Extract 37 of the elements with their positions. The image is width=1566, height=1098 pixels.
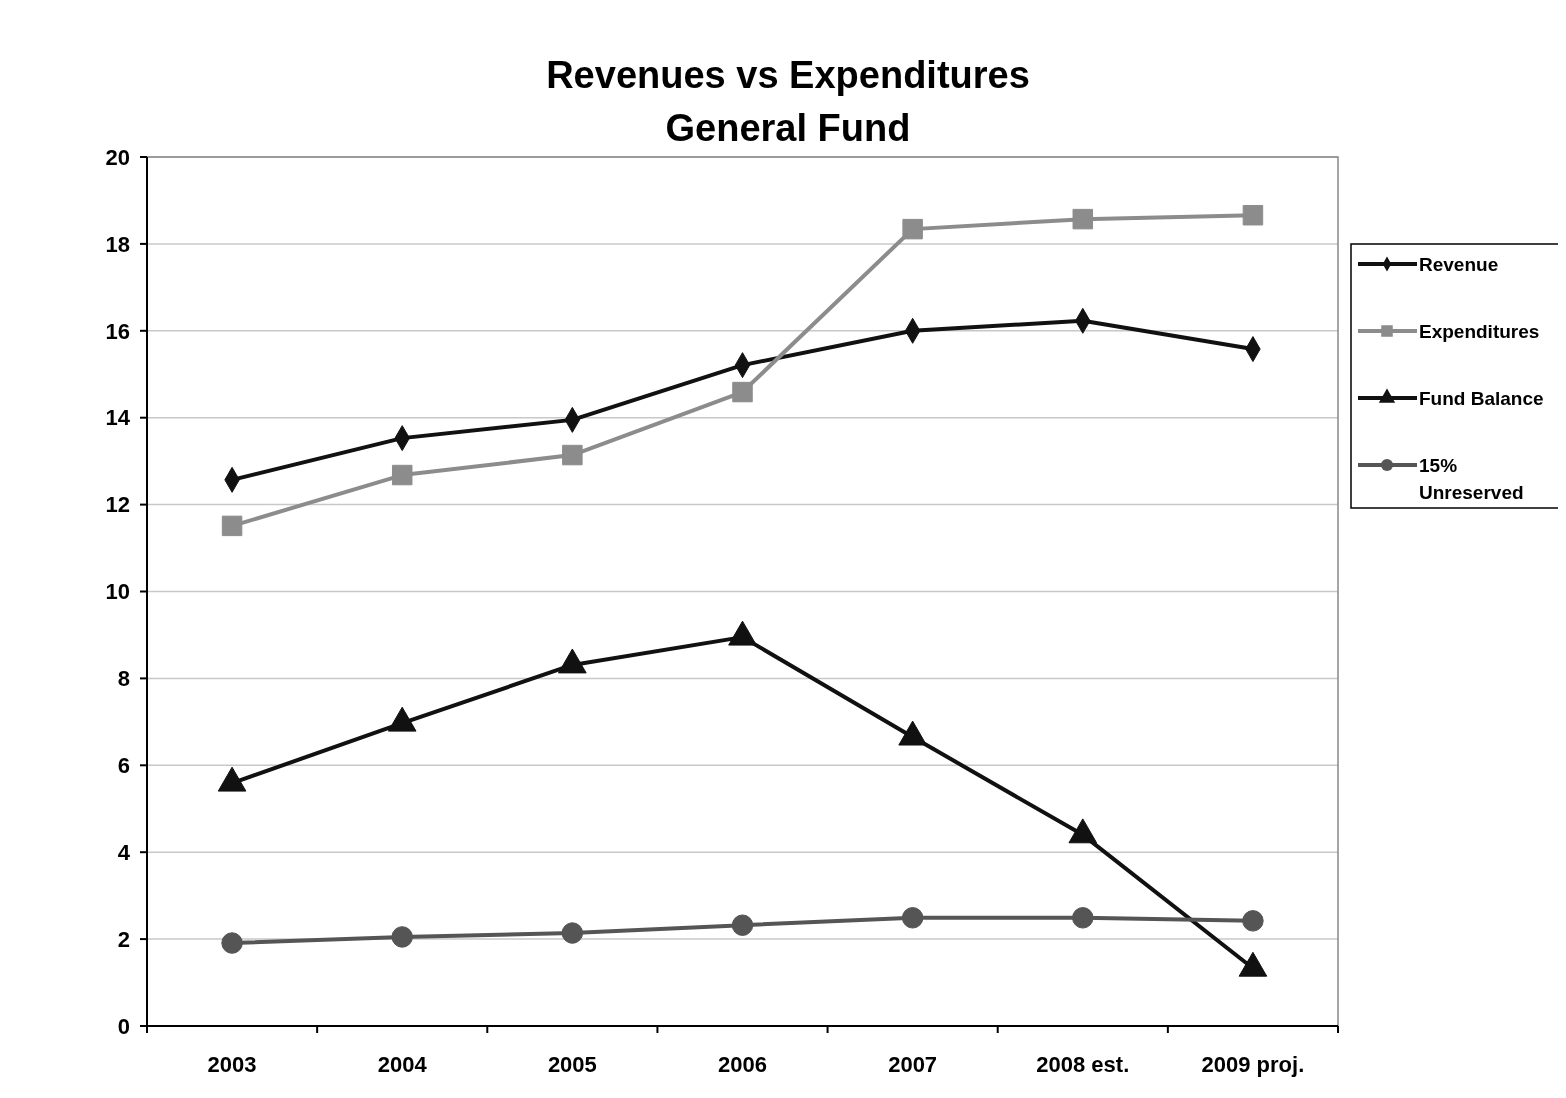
x-tick-label: 2007	[888, 1052, 938, 1077]
y-tick-label: 4	[117, 839, 131, 865]
x-tick-label: 2005	[547, 1052, 597, 1077]
legend-label: 15% Unreserved	[1419, 454, 1524, 503]
point	[562, 444, 583, 466]
y-tick-label: 10	[105, 579, 130, 605]
point	[1242, 910, 1264, 932]
y-tick-label: 0	[117, 1013, 130, 1039]
point	[732, 381, 753, 403]
y-tick-label: 20	[105, 144, 130, 170]
x-tick-label: 2009 proj.	[1201, 1052, 1305, 1077]
point	[391, 464, 413, 486]
y-tick-label: 16	[105, 318, 130, 344]
point	[221, 932, 243, 954]
x-tick-label: 2008 est.	[1036, 1052, 1130, 1077]
point	[1242, 204, 1264, 226]
point	[561, 922, 584, 944]
legend-label: Expenditures	[1419, 320, 1540, 342]
chart-title: Revenues vs Expenditures General Fund	[546, 54, 1030, 149]
x-tick-label: 2004	[377, 1052, 428, 1077]
point	[391, 926, 413, 948]
point	[902, 218, 923, 240]
point	[731, 914, 754, 936]
point	[1072, 907, 1094, 929]
point	[1072, 208, 1094, 230]
point	[901, 907, 924, 929]
y-tick-label: 2	[117, 926, 130, 952]
x-tick-label: 2003	[207, 1052, 257, 1077]
legend-label: Fund Balance	[1419, 387, 1544, 409]
legend-label: Revenue	[1419, 253, 1499, 275]
point	[221, 515, 243, 537]
y-tick-label: 8	[117, 666, 130, 692]
y-tick-label: 6	[117, 753, 130, 778]
y-tick-label: 18	[105, 231, 130, 257]
y-tick-label: 12	[105, 492, 130, 518]
x-tick-label: 2006	[718, 1052, 767, 1077]
y-tick-label: 14	[105, 405, 131, 431]
